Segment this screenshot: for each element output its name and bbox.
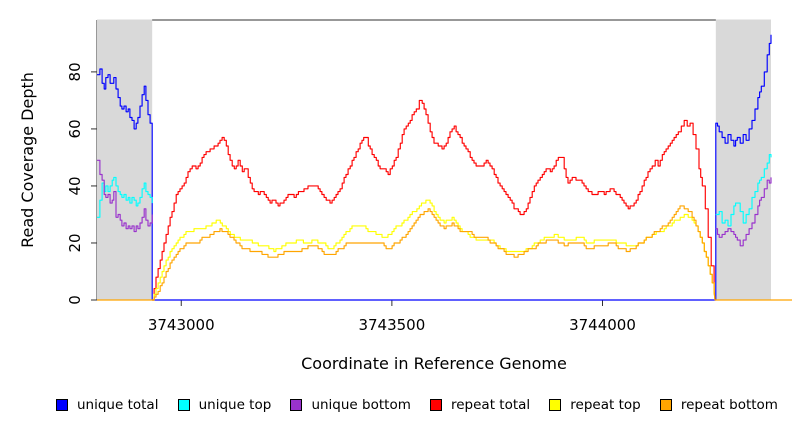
- legend-item: repeat top: [549, 397, 641, 413]
- legend-label: repeat top: [570, 397, 641, 413]
- legend-swatch-unique-total: [56, 399, 68, 411]
- series-line-repeat-total: [152, 99, 716, 301]
- plot-area: 3743000 3743500 3744000 0 20 40 60 80: [66, 19, 792, 334]
- series-line-repeat-top: [152, 199, 716, 301]
- legend-swatch-repeat-top: [549, 399, 562, 411]
- y-tick-label: 40: [66, 176, 84, 195]
- series-line-unique-bottom: [715, 177, 772, 247]
- legend-label: repeat bottom: [680, 397, 778, 413]
- shaded-region: [97, 19, 153, 301]
- legend-label: unique total: [77, 397, 159, 413]
- y-tick-label: 80: [66, 62, 84, 81]
- x-axis-title: Coordinate in Reference Genome: [301, 354, 567, 373]
- series-line-repeat-bottom: [97, 205, 792, 301]
- legend-swatch-unique-bottom: [290, 399, 303, 411]
- legend-swatch-repeat-total: [429, 399, 442, 411]
- legend-item: repeat bottom: [659, 397, 778, 413]
- legend-item: repeat total: [429, 397, 531, 413]
- legend-item: unique bottom: [290, 397, 411, 413]
- x-tick-label: 3743500: [358, 316, 425, 334]
- shaded-region: [715, 19, 771, 301]
- series-line-unique-bottom: [97, 159, 153, 233]
- y-axis-title: Read Coverage Depth: [18, 72, 37, 248]
- series-line-unique-top: [97, 176, 153, 218]
- x-tick-label: 3744000: [569, 316, 636, 334]
- legend-label: repeat total: [450, 397, 531, 413]
- legend-item: unique total: [56, 397, 158, 413]
- legend-item: unique top: [177, 397, 272, 413]
- series-line-unique-total: [97, 34, 772, 301]
- y-tick-label: 60: [66, 119, 84, 138]
- y-tick-label: 0: [66, 295, 84, 305]
- coverage-plot: 3743000 3743500 3744000 0 20 40 60 80 Coordinat…: [18, 19, 792, 373]
- y-tick-label: 20: [66, 233, 84, 252]
- legend: unique total unique top unique bottom repea…: [0, 397, 792, 413]
- legend-label: unique bottom: [311, 397, 411, 413]
- legend-label: unique top: [198, 397, 272, 413]
- legend-swatch-unique-top: [177, 399, 190, 411]
- series-line-unique-top: [715, 154, 772, 227]
- legend-swatch-repeat-bottom: [659, 399, 672, 411]
- x-tick-label: 3743000: [148, 316, 215, 334]
